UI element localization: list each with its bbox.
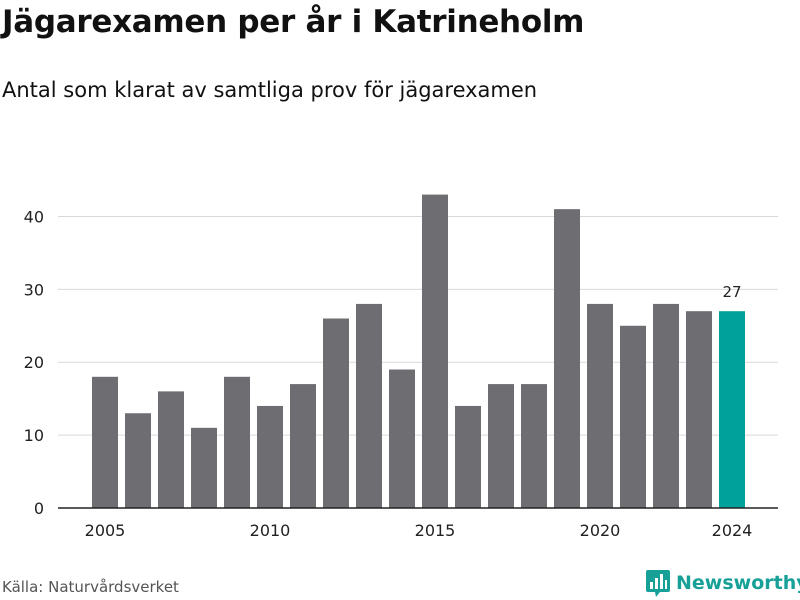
x-tick-label: 2005 [85,521,126,540]
data-label: 27 [722,283,741,301]
bar [158,391,184,508]
bar [719,311,745,508]
y-tick-label: 30 [24,280,44,299]
bar [620,325,646,508]
bar [554,209,580,508]
bar [587,303,613,508]
x-tick-label: 2015 [415,521,456,540]
bar [521,384,547,508]
x-tick-label: 2020 [580,521,621,540]
y-tick-label: 20 [24,353,44,372]
bar [422,194,448,509]
bar [257,405,283,508]
bar-chart-logo-icon [646,570,670,597]
y-tick-label: 40 [24,207,44,226]
bar [653,303,679,508]
chart-subtitle: Antal som klarat av samtliga prov för jä… [2,78,538,102]
brand-logo: Newsworthy [645,568,800,598]
bar [389,369,415,508]
x-tick-label: 2024 [712,521,753,540]
y-tick-label: 10 [24,426,44,445]
source-note: Källa: Naturvårdsverket [2,578,179,596]
bar [356,303,382,508]
y-tick-label: 0 [34,499,44,518]
bar [191,427,217,508]
bar [455,405,481,508]
bar [125,413,151,508]
bar [224,376,250,508]
x-tick-label: 2010 [250,521,291,540]
brand-name: Newsworthy [676,572,800,594]
bar [92,376,118,508]
bar [323,318,349,508]
chart-title: Jägarexamen per år i Katrineholm [2,4,585,40]
bar [686,311,712,508]
bar [290,384,316,508]
bar [488,384,514,508]
